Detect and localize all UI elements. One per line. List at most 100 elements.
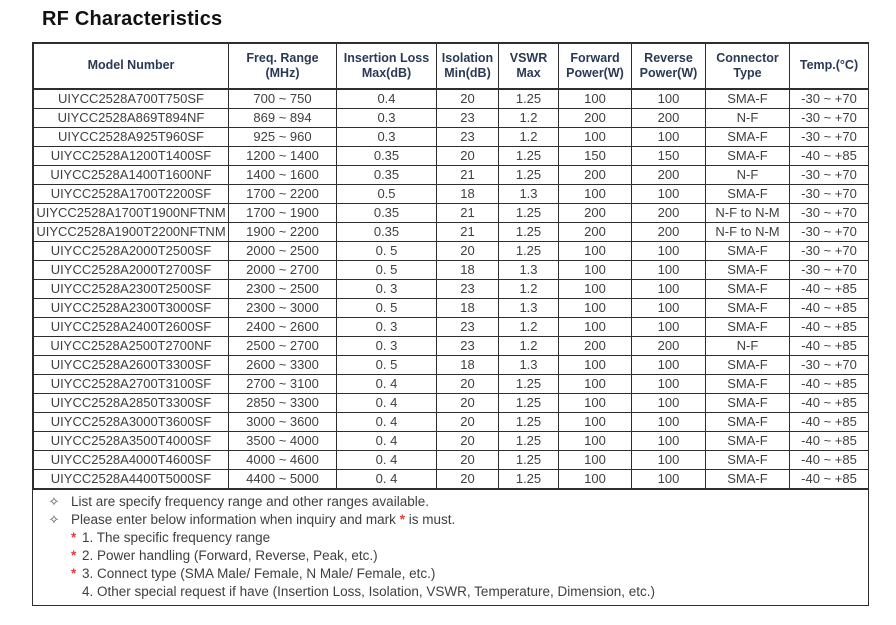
table-cell: 20 [436, 373, 499, 394]
table-cell: 700 ~ 750 [228, 88, 337, 109]
table-cell: -40 ~ +85 [789, 449, 869, 470]
table-cell: 4000 ~ 4600 [228, 449, 337, 470]
table-cell: 100 [558, 354, 632, 375]
table-cell: SMA-F [705, 373, 790, 394]
table-row: UIYCC2528A2700T3100SF 2700 ~ 3100 0. 4 20 1.… [33, 373, 869, 394]
note-text-segment: List are specify frequency range and oth… [71, 493, 429, 509]
table-cell: SMA-F [705, 411, 790, 432]
table-row: UIYCC2528A1400T1600NF 1400 ~ 1600 0.35 21 1.… [33, 164, 869, 185]
page-title: RF Characteristics [42, 8, 223, 30]
table-cell: 200 [631, 202, 706, 223]
table-cell: UIYCC2528A2850T3300SF [33, 392, 229, 413]
table-cell: SMA-F [705, 316, 790, 337]
table-cell: 2400 ~ 2600 [228, 316, 337, 337]
table-cell: 20 [436, 88, 499, 109]
table-cell: 0. 5 [336, 259, 437, 280]
table-cell: 23 [436, 316, 499, 337]
table-cell: UIYCC2528A2700T3100SF [33, 373, 229, 394]
table-cell: UIYCC2528A2000T2500SF [33, 240, 229, 261]
table-cell: -40 ~ +85 [789, 411, 869, 432]
table-cell: 100 [558, 297, 632, 318]
note-text-segment: 1. The specific frequency range [82, 529, 271, 545]
note-text: Please enter below information when inqu… [71, 511, 455, 529]
table-cell: 100 [558, 126, 632, 147]
table-cell: 0.35 [336, 164, 437, 185]
table-cell: 100 [558, 278, 632, 299]
table-row: UIYCC2528A869T894NF 869 ~ 894 0.3 23 1.2 200 2… [33, 107, 869, 128]
note-text: 2. Power handling (Forward, Reverse, Pea… [82, 547, 378, 565]
table-row: UIYCC2528A700T750SF 700 ~ 750 0.4 20 1.25 100… [33, 88, 869, 109]
table-cell: -30 ~ +70 [789, 126, 869, 147]
table-cell: 20 [436, 240, 499, 261]
diamond-bullet-icon: ✧ [48, 493, 60, 509]
table-cell: 200 [558, 221, 632, 242]
table-cell: 20 [436, 468, 499, 490]
column-header: Freq. Range (MHz) [228, 43, 337, 90]
required-asterisk: * [399, 511, 405, 527]
table-cell: 0.4 [336, 88, 437, 109]
table-cell: 0. 3 [336, 335, 437, 356]
table-cell: 0. 5 [336, 297, 437, 318]
table-cell: 200 [631, 164, 706, 185]
table-row: UIYCC2528A3000T3600SF 3000 ~ 3600 0. 4 20 1.… [33, 411, 869, 432]
column-header: Connector Type [705, 43, 790, 90]
table-cell: SMA-F [705, 468, 790, 490]
table-cell: SMA-F [705, 88, 790, 109]
table-cell: 100 [631, 373, 706, 394]
table-cell: 100 [558, 468, 632, 490]
table-cell: 200 [631, 107, 706, 128]
table-cell: 0. 3 [336, 278, 437, 299]
table-cell: 100 [558, 316, 632, 337]
column-header: Forward Power(W) [558, 43, 632, 90]
note-line: ✧ List are specify frequency range and ot… [37, 493, 862, 511]
table-cell: -40 ~ +85 [789, 297, 869, 318]
table-row: UIYCC2528A2600T3300SF 2600 ~ 3300 0. 5 18 1.… [33, 354, 869, 375]
table-cell: 1.25 [498, 373, 559, 394]
table-cell: SMA-F [705, 240, 790, 261]
table-cell: 1.2 [498, 278, 559, 299]
table-cell: -30 ~ +70 [789, 202, 869, 223]
table-cell: 1.25 [498, 468, 559, 490]
table-cell: 1.3 [498, 354, 559, 375]
table-cell: 100 [558, 259, 632, 280]
table-cell: 100 [631, 411, 706, 432]
table-cell: -40 ~ +85 [789, 468, 869, 490]
table-row: UIYCC2528A2000T2500SF 2000 ~ 2500 0. 5 20 1.… [33, 240, 869, 261]
table-cell: -30 ~ +70 [789, 221, 869, 242]
rf-characteristics-box: Model Number Freq. Range (MHz) Insertion L… [32, 42, 869, 606]
table-cell: 100 [558, 449, 632, 470]
table-row: UIYCC2528A2500T2700NF 2500 ~ 2700 0. 3 23 1.… [33, 335, 869, 356]
table-cell: 100 [558, 240, 632, 261]
table-cell: 1.2 [498, 126, 559, 147]
table-row: UIYCC2528A2300T3000SF 2300 ~ 3000 0. 5 18 1.… [33, 297, 869, 318]
table-cell: -30 ~ +70 [789, 107, 869, 128]
table-cell: 18 [436, 259, 499, 280]
table-cell: 3500 ~ 4000 [228, 430, 337, 451]
table-cell: N-F [705, 164, 790, 185]
table-cell: 1.25 [498, 202, 559, 223]
table-cell: UIYCC2528A2000T2700SF [33, 259, 229, 280]
table-cell: 100 [631, 468, 706, 490]
table-cell: N-F to N-M [705, 202, 790, 223]
required-asterisk: * [71, 529, 77, 545]
table-cell: UIYCC2528A2400T2600SF [33, 316, 229, 337]
table-cell: 0.3 [336, 126, 437, 147]
table-cell: 0.3 [336, 107, 437, 128]
table-header: Model Number Freq. Range (MHz) Insertion L… [33, 43, 869, 90]
table-cell: 1.25 [498, 240, 559, 261]
table-cell: 100 [631, 88, 706, 109]
required-asterisk: * [71, 565, 77, 581]
table-cell: 0. 4 [336, 430, 437, 451]
table-body: UIYCC2528A700T750SF 700 ~ 750 0.4 20 1.25 100… [33, 88, 869, 490]
table-cell: 18 [436, 183, 499, 204]
table-cell: 20 [436, 449, 499, 470]
table-cell: 20 [436, 392, 499, 413]
table-cell: 1.3 [498, 297, 559, 318]
table-cell: 2600 ~ 3300 [228, 354, 337, 375]
table-cell: 869 ~ 894 [228, 107, 337, 128]
table-cell: 200 [558, 164, 632, 185]
table-cell: UIYCC2528A1700T1900NFTNM [33, 202, 229, 223]
table-cell: 0.35 [336, 221, 437, 242]
notes-section: ✧ List are specify frequency range and ot… [33, 489, 868, 605]
